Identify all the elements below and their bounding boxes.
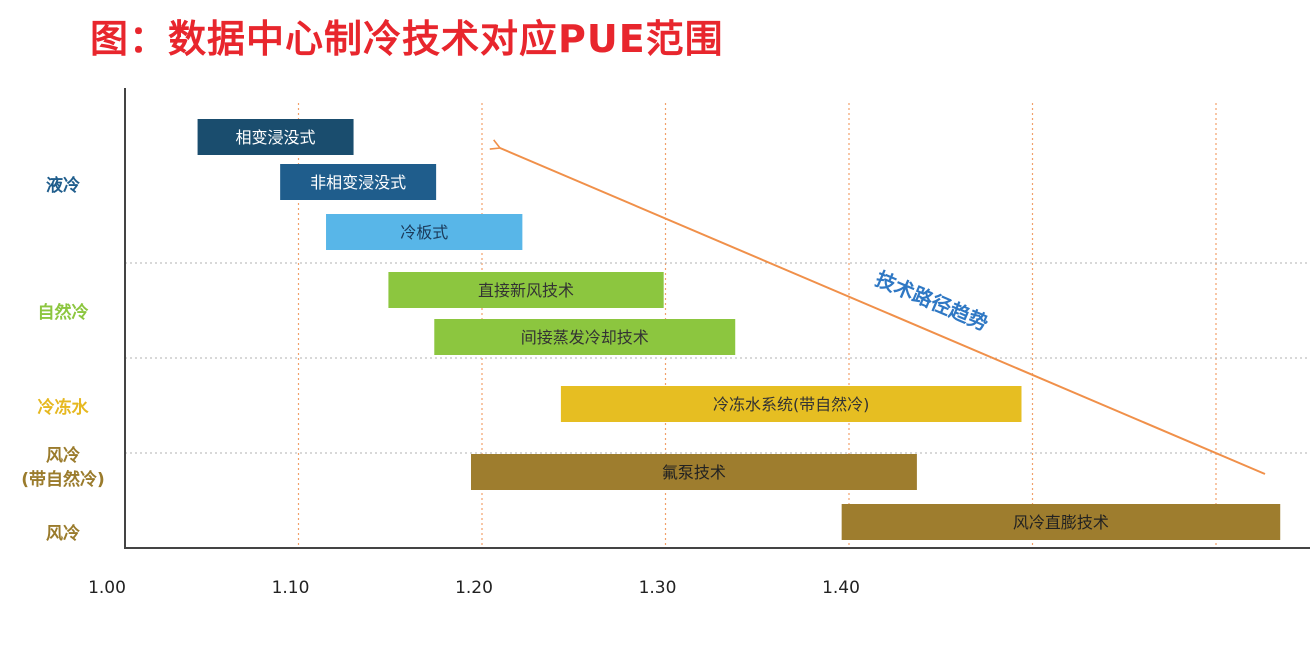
group-label: 风冷	[46, 523, 80, 544]
bar-label: 冷冻水系统(带自然冷)	[713, 395, 870, 414]
axes	[124, 88, 1310, 549]
group-label: 风冷	[46, 445, 80, 466]
x-tick-label: 1.00	[88, 578, 126, 598]
bar-label: 氟泵技术	[662, 463, 726, 482]
bar-label: 风冷直膨技术	[1013, 513, 1109, 532]
range-bar	[560, 386, 1022, 422]
range-bar	[280, 164, 437, 200]
bar-label: 相变浸没式	[236, 128, 316, 147]
bar-label: 间接蒸发冷却技术	[521, 328, 649, 347]
range-bar	[326, 214, 523, 250]
chart-title: 图：数据中心制冷技术对应PUE范围	[90, 17, 724, 61]
bar-label: 直接新风技术	[478, 281, 574, 300]
x-tick-label: 1.30	[639, 578, 677, 598]
group-label: 自然冷	[38, 302, 89, 323]
x-tick-label: 1.20	[455, 578, 493, 598]
trend-label: 技术路径趋势	[872, 267, 992, 336]
x-tick-label: 1.10	[272, 578, 310, 598]
trend-arrow	[489, 139, 1266, 475]
bar-label: 非相变浸没式	[310, 173, 406, 192]
range-bar	[434, 319, 736, 355]
bar-label: 冷板式	[400, 223, 448, 242]
trend-annotation: 技术路径趋势	[489, 139, 1266, 475]
group-label: 冷冻水	[38, 397, 90, 418]
bars	[197, 119, 1281, 540]
range-bar	[470, 454, 917, 490]
range-bar	[197, 119, 354, 155]
x-tick-label: 1.40	[822, 578, 860, 598]
range-bar	[388, 272, 664, 308]
group-label: 液冷	[46, 175, 80, 196]
group-label: (带自然冷)	[21, 469, 105, 490]
range-bar	[841, 504, 1281, 540]
